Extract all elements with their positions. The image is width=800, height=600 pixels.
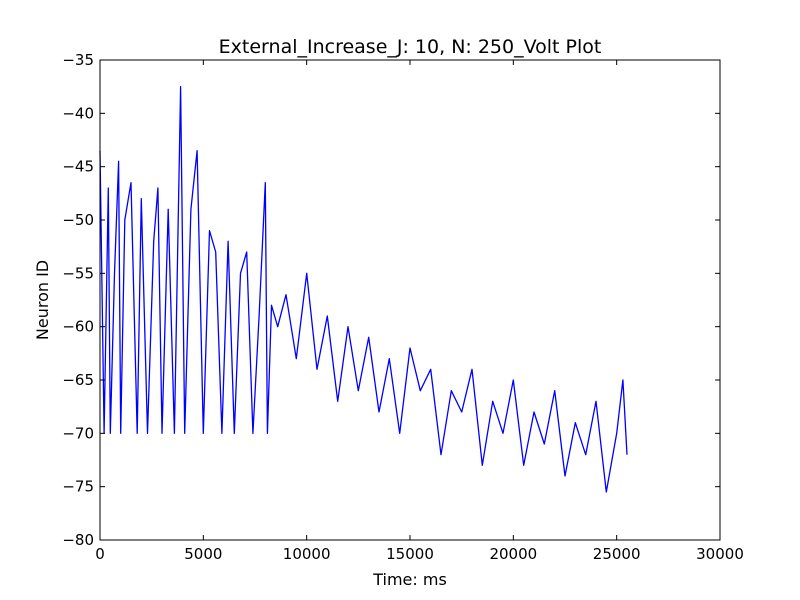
x-axis-label: Time: ms — [372, 570, 447, 589]
y-tick-label: −65 — [62, 371, 94, 389]
x-tick-label: 25000 — [593, 545, 641, 563]
y-tick-label: −40 — [62, 104, 94, 122]
x-tick-label: 5000 — [184, 545, 222, 563]
plot-area — [99, 86, 628, 493]
y-tick-label: −45 — [62, 158, 94, 176]
y-tick-label: −50 — [62, 211, 94, 229]
chart-title: External_Increase_J: 10, N: 250_Volt Plo… — [219, 36, 602, 58]
x-tick-label: 15000 — [386, 545, 434, 563]
axes: 0 5000 10000 15000 20000 25000 30000 −35 −40 −45 −… — [62, 51, 744, 563]
y-tick-label: −75 — [62, 478, 94, 496]
x-tick-label: 20000 — [489, 545, 537, 563]
series-line-0 — [99, 86, 628, 493]
y-tick-label: −80 — [62, 531, 94, 549]
y-tick-label: −60 — [62, 318, 94, 336]
x-tick-label: 10000 — [283, 545, 331, 563]
y-axis-label: Neuron ID — [33, 260, 52, 340]
y-tick-label: −70 — [62, 424, 94, 442]
x-tick-label: 30000 — [696, 545, 744, 563]
x-tick-label: 0 — [95, 545, 105, 563]
y-tick-label: −35 — [62, 51, 94, 69]
y-tick-label: −55 — [62, 264, 94, 282]
